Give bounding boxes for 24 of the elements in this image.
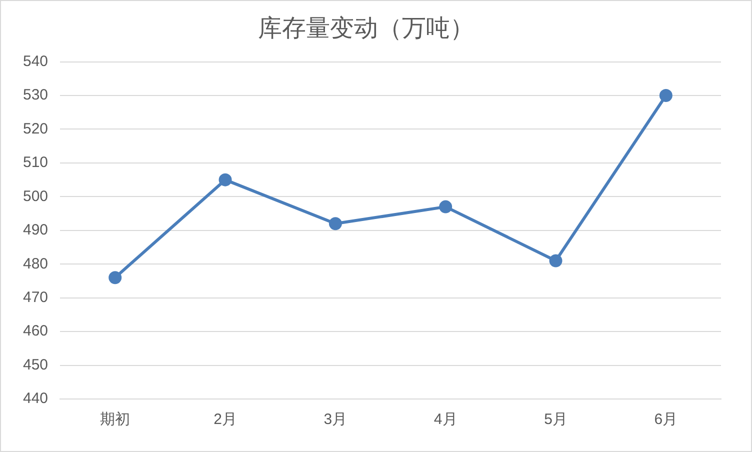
y-tick-label: 500 <box>22 188 48 205</box>
y-tick-label: 450 <box>22 356 48 374</box>
point <box>328 217 342 230</box>
x-tick-label: 6月 <box>654 411 678 428</box>
x-tick-label: 3月 <box>324 411 348 428</box>
y-tick-label: 540 <box>22 52 48 70</box>
point <box>659 89 672 102</box>
x-tick-label: 2月 <box>214 411 237 428</box>
y-tick-label: 490 <box>22 222 48 239</box>
y-tick-label: 440 <box>22 390 48 408</box>
x-tick-label: 4月 <box>434 411 458 428</box>
point <box>549 254 562 268</box>
y-tick-label: 460 <box>22 322 48 340</box>
chart-title: 库存量变动（万吨） <box>258 15 474 42</box>
point <box>218 173 232 186</box>
y-tick-label: 520 <box>22 120 48 138</box>
y-tick-label: 530 <box>22 86 48 104</box>
y-tick-label: 480 <box>22 255 48 272</box>
point <box>439 200 452 214</box>
point <box>108 271 122 284</box>
y-tick-label: 470 <box>22 288 48 306</box>
y-tick-label: 510 <box>22 154 48 172</box>
x-tick-label: 5月 <box>544 411 568 428</box>
x-tick-label: 期初 <box>100 411 130 428</box>
